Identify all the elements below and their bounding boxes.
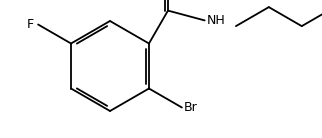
Text: F: F: [27, 18, 34, 31]
Text: Br: Br: [184, 101, 198, 114]
Text: NH: NH: [207, 14, 225, 27]
